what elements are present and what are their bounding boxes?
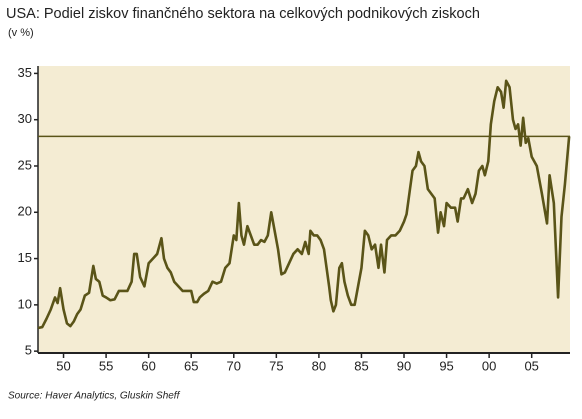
source-note: Source: Haver Analytics, Gluskin Sheff — [8, 391, 181, 402]
y-tick-label: 5 — [25, 343, 32, 358]
y-tick-label: 25 — [18, 157, 32, 172]
x-tick-label: 70 — [227, 358, 241, 373]
chart-subtitle: (v %) — [8, 27, 34, 39]
y-tick-label: 15 — [18, 250, 32, 265]
x-tick-label: 60 — [141, 358, 155, 373]
data-line — [37, 79, 571, 330]
x-tick-label: 05 — [524, 358, 538, 373]
y-tick-label: 30 — [18, 111, 32, 126]
x-tick-label: 80 — [312, 358, 326, 373]
x-tick-label: 95 — [439, 358, 453, 373]
x-tick-label: 00 — [482, 358, 496, 373]
x-tick-label: 55 — [99, 358, 113, 373]
x-tick-label: 75 — [269, 358, 283, 373]
x-tick-label: 50 — [56, 358, 70, 373]
x-tick-label: 65 — [184, 358, 198, 373]
x-tick-label: 85 — [354, 358, 368, 373]
y-tick-label: 20 — [18, 204, 32, 219]
y-tick-label: 10 — [18, 296, 32, 311]
x-tick-label: 90 — [397, 358, 411, 373]
chart-title: USA: Podiel ziskov finančného sektora na… — [6, 6, 480, 22]
plot-background — [38, 66, 570, 353]
y-tick-label: 35 — [18, 65, 32, 80]
